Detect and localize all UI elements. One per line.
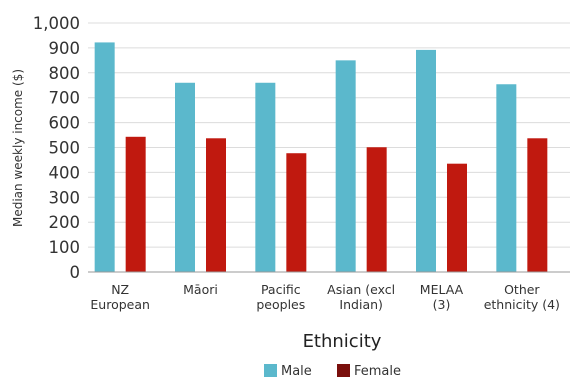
legend-swatch-female (337, 364, 350, 377)
bar-female (286, 153, 307, 272)
x-category-label: (3) (433, 297, 451, 312)
bar-female (527, 138, 548, 272)
legend-label-female: Female (354, 364, 401, 379)
bar-female (366, 147, 387, 272)
x-category-label: MELAA (420, 282, 464, 297)
bar-male (416, 49, 436, 272)
x-category-label: European (90, 297, 150, 312)
legend-label-male: Male (281, 364, 312, 379)
y-tick-label: 900 (49, 39, 81, 58)
legend: Male Female (264, 364, 401, 379)
gridlines (88, 22, 570, 248)
y-tick-label: 500 (49, 139, 81, 158)
x-category-label: Pacific (261, 282, 301, 297)
x-category-label: Indian) (339, 297, 382, 312)
y-tick-label: 100 (49, 238, 81, 257)
x-axis-title: Ethnicity (303, 331, 382, 352)
x-category-label: peoples (256, 297, 305, 312)
x-category-label: ethnicity (4) (484, 297, 560, 312)
y-tick-label: 0 (70, 263, 81, 282)
y-tick-label: 1,000 (33, 14, 80, 33)
x-category-label: Asian (excl (327, 282, 395, 297)
y-tick-label: 300 (49, 188, 81, 207)
legend-swatch-male (264, 364, 277, 377)
y-axis-title: Median weekly income ($) (11, 69, 25, 227)
y-tick-label: 200 (49, 213, 81, 232)
bar-male (175, 82, 195, 272)
bar-male (335, 60, 356, 272)
x-category-label: Māori (183, 282, 218, 297)
y-tick-label: 700 (49, 89, 81, 108)
x-category-label: NZ (111, 282, 129, 297)
bar-female (125, 136, 146, 272)
bar-male (255, 82, 276, 272)
bar-female (206, 138, 226, 272)
y-tick-label: 600 (49, 114, 81, 133)
y-tick-label: 400 (49, 163, 81, 182)
bar-male (94, 42, 115, 273)
bar-male (496, 84, 517, 272)
y-axis-ticks: 0 100 200 300 400 500 600 700 800 900 1,000 (33, 14, 80, 282)
x-category-label: Other (504, 282, 540, 297)
bars (94, 42, 548, 273)
bar-female (447, 163, 467, 272)
y-tick-label: 800 (49, 64, 81, 83)
